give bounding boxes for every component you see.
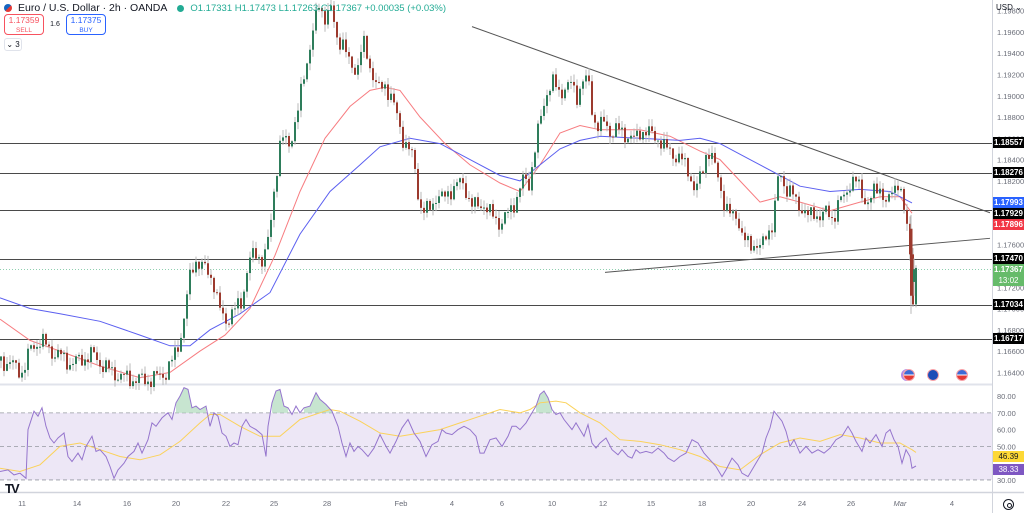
svg-text:60.00: 60.00	[997, 426, 1016, 435]
svg-text:1.18400: 1.18400	[997, 156, 1024, 165]
svg-text:1.19000: 1.19000	[997, 92, 1024, 101]
sell-button[interactable]: 1.17359 SELL	[4, 14, 44, 35]
svg-text:70.00: 70.00	[997, 409, 1016, 418]
price-tag-level: 1.17034	[993, 299, 1024, 310]
svg-text:4: 4	[450, 499, 454, 508]
svg-text:1.18200: 1.18200	[997, 177, 1024, 186]
spread-value: 1.6	[50, 21, 60, 28]
svg-text:12: 12	[599, 499, 607, 508]
market-open-icon	[177, 4, 185, 12]
buy-label: BUY	[79, 27, 93, 34]
svg-text:1.16400: 1.16400	[997, 368, 1024, 377]
currency-label: USD	[996, 3, 1013, 12]
settings-gear-icon[interactable]	[1003, 499, 1014, 510]
ohlc-values: O1.17331 H1.17473 L1.17263 C1.17367 +0.0…	[190, 2, 447, 14]
eur-usd-flag-icon	[4, 4, 12, 12]
indicators-collapse-button[interactable]: ⌄ 3	[4, 38, 22, 51]
symbol-legend: Euro / U.S. Dollar · 2h · OANDA O1.17331…	[4, 2, 446, 14]
svg-text:30.00: 30.00	[997, 476, 1016, 485]
eu-event-icon[interactable]	[927, 369, 939, 381]
svg-text:20: 20	[172, 499, 180, 508]
us-event-icon[interactable]	[903, 369, 915, 381]
svg-text:22: 22	[222, 499, 230, 508]
svg-text:6: 6	[500, 499, 504, 508]
svg-text:80.00: 80.00	[997, 392, 1016, 401]
svg-text:1.18800: 1.18800	[997, 113, 1024, 122]
sell-price: 1.17359	[8, 15, 40, 25]
us-event-icon[interactable]	[956, 369, 968, 381]
svg-text:1.19400: 1.19400	[997, 49, 1024, 58]
buy-price: 1.17375	[70, 15, 102, 25]
price-tag-level: 1.18557	[993, 137, 1024, 148]
svg-text:15: 15	[647, 499, 655, 508]
currency-selector[interactable]: USD ⌄	[996, 3, 1022, 12]
price-tag-ma-blue: 1.17993	[993, 197, 1024, 208]
svg-text:28: 28	[323, 499, 331, 508]
tradingview-logo[interactable]: TV	[5, 481, 20, 496]
svg-text:16: 16	[123, 499, 131, 508]
svg-text:25: 25	[270, 499, 278, 508]
svg-text:1.19600: 1.19600	[997, 28, 1024, 37]
symbol-title[interactable]: Euro / U.S. Dollar · 2h · OANDA	[18, 2, 168, 14]
rsi-ma-value-tag: 46.39	[993, 451, 1024, 462]
bar-countdown: 13:02	[993, 275, 1024, 286]
price-tag-ma-red: 1.17896	[993, 219, 1024, 230]
buy-button[interactable]: 1.17375 BUY	[66, 14, 106, 35]
svg-text:Mar: Mar	[894, 499, 907, 508]
svg-text:20: 20	[747, 499, 755, 508]
svg-text:1.16800: 1.16800	[997, 326, 1024, 335]
price-tag-last: 1.17367	[993, 264, 1024, 275]
svg-text:4: 4	[950, 499, 954, 508]
svg-text:1.16600: 1.16600	[997, 347, 1024, 356]
sell-label: SELL	[16, 27, 32, 34]
svg-text:1.17200: 1.17200	[997, 283, 1024, 292]
svg-text:26: 26	[847, 499, 855, 508]
svg-text:Feb: Feb	[395, 499, 408, 508]
price-tag-level: 1.17470	[993, 253, 1024, 264]
svg-text:14: 14	[73, 499, 81, 508]
svg-text:1.19200: 1.19200	[997, 70, 1024, 79]
price-tag-level: 1.16717	[993, 333, 1024, 344]
svg-text:24: 24	[798, 499, 806, 508]
price-tag-level: 1.18276	[993, 167, 1024, 178]
svg-text:1.17600: 1.17600	[997, 241, 1024, 250]
svg-text:50.00: 50.00	[997, 442, 1016, 451]
svg-text:10: 10	[548, 499, 556, 508]
rsi-value-tag: 38.33	[993, 464, 1024, 475]
trade-panel: 1.17359 SELL 1.6 1.17375 BUY	[4, 14, 106, 35]
svg-text:18: 18	[698, 499, 706, 508]
price-tag-level: 1.17929	[993, 208, 1024, 219]
svg-text:1.19800: 1.19800	[997, 7, 1024, 16]
svg-text:11: 11	[18, 499, 26, 508]
